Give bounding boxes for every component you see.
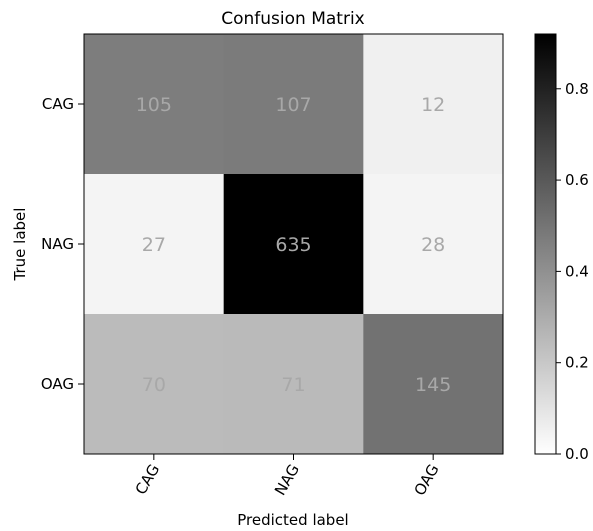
colorbar-tick-label: 0.8: [565, 80, 589, 98]
y-tick-label: OAG: [41, 375, 74, 393]
y-tick-label: CAG: [42, 95, 74, 113]
cell-value-label: 105: [136, 94, 172, 116]
x-axis-label: Predicted label: [237, 511, 348, 529]
colorbar-tick-label: 0.2: [565, 354, 589, 372]
colorbar-tick-label: 0.4: [565, 262, 589, 280]
colorbar-tick-label: 0.6: [565, 171, 589, 189]
cell-value-label: 27: [142, 234, 166, 256]
x-tick-label: NAG: [271, 461, 303, 498]
colorbar-tick-label: 0.0: [565, 445, 589, 463]
cell-value-label: 70: [142, 374, 166, 396]
y-axis-label: True label: [11, 208, 29, 282]
colorbar-ticks: 0.0 0.2 0.4 0.6 0.8: [556, 80, 589, 463]
cell-value-label: 28: [421, 234, 445, 256]
cell-value-label: 12: [421, 94, 445, 116]
chart-title: Confusion Matrix: [221, 9, 365, 29]
colorbar: [535, 34, 556, 454]
cell-value-label: 107: [275, 94, 311, 116]
x-tick-label: OAG: [410, 461, 442, 499]
cell-value-label: 635: [275, 234, 311, 256]
cell-value-label: 71: [281, 374, 305, 396]
x-tick-label: CAG: [132, 461, 164, 498]
y-tick-label: NAG: [41, 235, 74, 253]
cell-value-label: 145: [415, 374, 451, 396]
y-axis-ticks: CAG NAG OAG: [41, 95, 84, 393]
x-axis-ticks: CAG NAG OAG: [132, 454, 443, 499]
